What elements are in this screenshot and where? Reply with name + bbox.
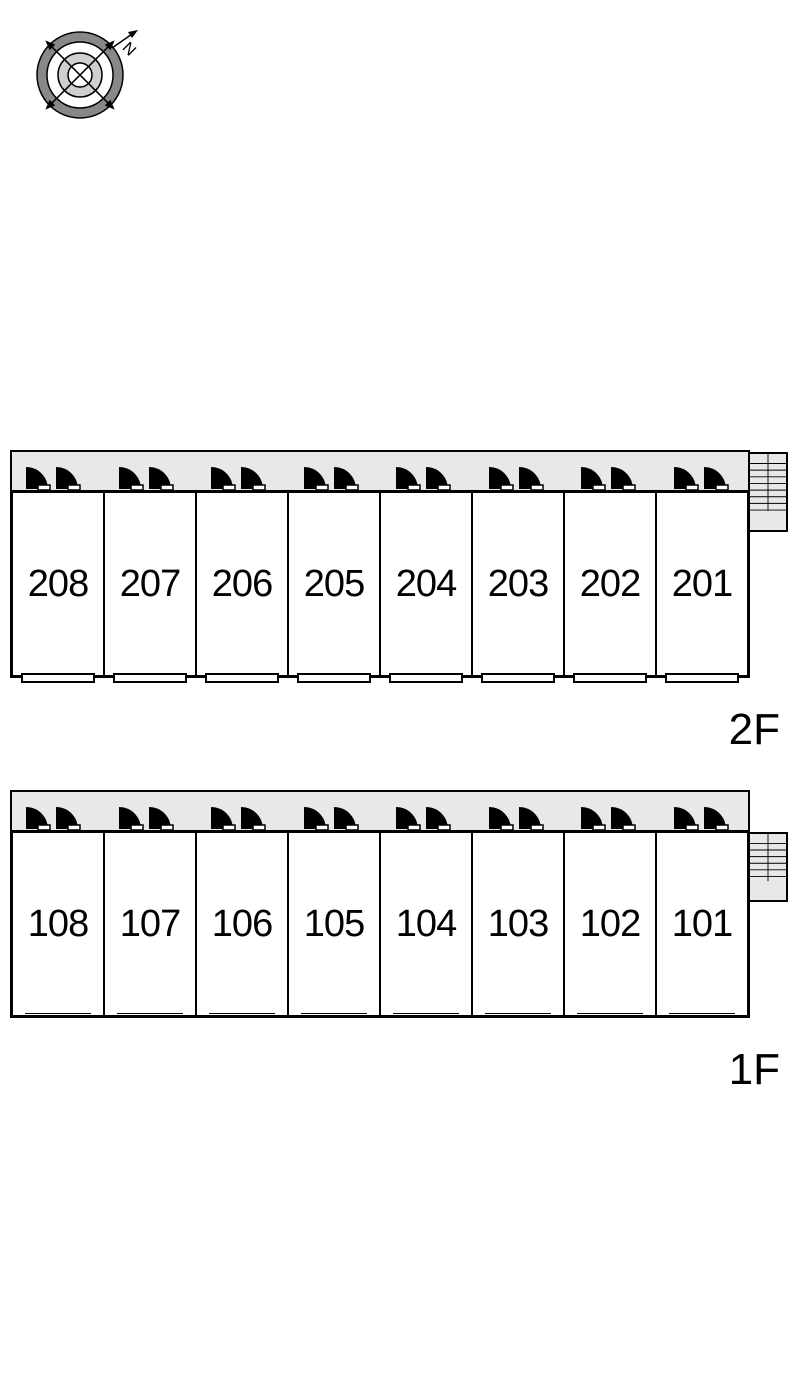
window-sill [117,1013,183,1016]
balcony [113,673,187,683]
compass-rose: N [30,20,150,135]
unit-107: 107 [105,830,197,1015]
balcony [665,673,739,683]
unit-label: 104 [396,903,456,946]
door-icon [664,458,757,488]
balcony [481,673,555,683]
floor-2-plan: 208 207 206 205 204 203 202 201 [10,450,750,678]
door-icon [109,798,202,828]
door-icon [16,458,109,488]
door-icon [664,798,757,828]
unit-label: 206 [212,563,272,606]
balcony [205,673,279,683]
unit-label: 208 [28,563,88,606]
unit-206: 206 [197,490,289,675]
unit-label: 102 [580,903,640,946]
unit-label: 207 [120,563,180,606]
unit-label: 103 [488,903,548,946]
window-sill [209,1013,275,1016]
unit-106: 106 [197,830,289,1015]
unit-208: 208 [13,490,105,675]
door-icon [571,458,664,488]
corridor-1f [10,790,750,830]
balcony [389,673,463,683]
unit-207: 207 [105,490,197,675]
stairs-1f [748,832,788,902]
window-sill [25,1013,91,1016]
unit-label: 204 [396,563,456,606]
door-icon [386,798,479,828]
door-icon [294,458,387,488]
door-icon [479,458,572,488]
door-icon [201,798,294,828]
corridor-2f [10,450,750,490]
floor-label-2f: 2F [729,705,780,755]
unit-101: 101 [657,830,747,1015]
unit-label: 106 [212,903,272,946]
unit-label: 201 [672,563,732,606]
unit-201: 201 [657,490,747,675]
unit-label: 105 [304,903,364,946]
units-row-1f: 108 107 106 105 104 103 102 101 [10,830,750,1018]
unit-202: 202 [565,490,657,675]
unit-104: 104 [381,830,473,1015]
door-icon [109,458,202,488]
unit-103: 103 [473,830,565,1015]
unit-102: 102 [565,830,657,1015]
balcony [21,673,95,683]
units-row-2f: 208 207 206 205 204 203 202 201 [10,490,750,678]
unit-label: 101 [672,903,732,946]
unit-108: 108 [13,830,105,1015]
door-icon [201,458,294,488]
floor-1-plan: 108 107 106 105 104 103 102 101 [10,790,750,1018]
door-icon [571,798,664,828]
door-icon [479,798,572,828]
door-icon [294,798,387,828]
window-sill [393,1013,459,1016]
unit-label: 107 [120,903,180,946]
window-sill [577,1013,643,1016]
unit-label: 203 [488,563,548,606]
unit-203: 203 [473,490,565,675]
unit-label: 205 [304,563,364,606]
unit-label: 108 [28,903,88,946]
window-sill [669,1013,735,1016]
unit-204: 204 [381,490,473,675]
balcony [573,673,647,683]
floor-label-1f: 1F [729,1045,780,1095]
window-sill [301,1013,367,1016]
unit-label: 202 [580,563,640,606]
door-icon [386,458,479,488]
balcony [297,673,371,683]
door-icon [16,798,109,828]
unit-105: 105 [289,830,381,1015]
north-label: N [119,39,139,59]
unit-205: 205 [289,490,381,675]
window-sill [485,1013,551,1016]
